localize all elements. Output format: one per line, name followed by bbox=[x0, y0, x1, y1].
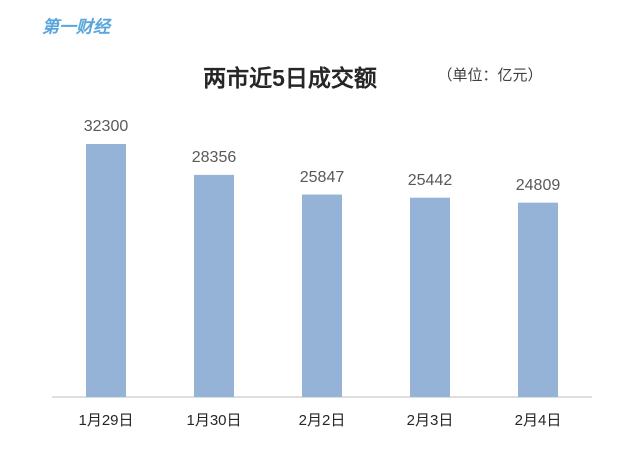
value-label: 25442 bbox=[408, 172, 453, 189]
bar bbox=[86, 144, 126, 397]
value-label: 32300 bbox=[84, 118, 129, 135]
x-tick-label: 2月2日 bbox=[299, 412, 346, 429]
chart-subtitle: （单位：亿元） bbox=[437, 67, 542, 84]
chart-title: 两市近5日成交额 bbox=[203, 65, 377, 91]
bar bbox=[410, 197, 450, 397]
value-label: 25847 bbox=[300, 169, 345, 186]
x-tick-label: 1月30日 bbox=[186, 412, 241, 429]
value-label: 24809 bbox=[516, 177, 561, 194]
x-tick-label: 2月3日 bbox=[407, 412, 454, 429]
logo: 第一财经 bbox=[42, 17, 112, 36]
bar bbox=[518, 202, 558, 397]
bar bbox=[194, 174, 234, 397]
value-label: 28356 bbox=[192, 149, 237, 166]
x-tick-label: 2月4日 bbox=[515, 412, 562, 429]
bar bbox=[302, 194, 342, 397]
x-tick-label: 1月29日 bbox=[78, 412, 133, 429]
